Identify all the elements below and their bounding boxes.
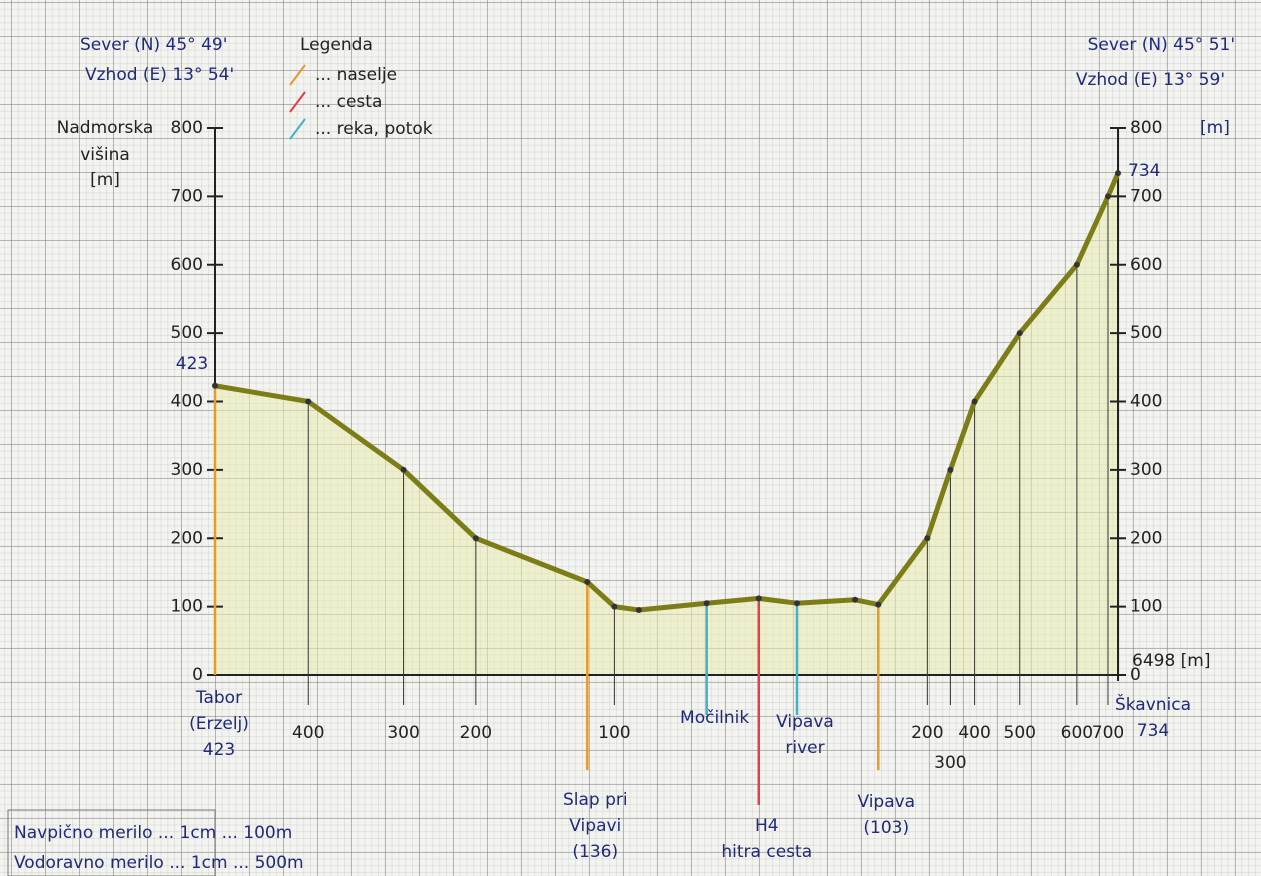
contour-label: 200	[460, 723, 492, 743]
profile-point	[1073, 261, 1080, 268]
profile-point	[924, 535, 931, 542]
place-label: Vipavi	[569, 816, 621, 836]
profile-point	[584, 579, 591, 586]
profile-point	[852, 596, 859, 603]
start-value: 423	[176, 354, 208, 374]
y2-tick-label: 800	[1130, 118, 1162, 138]
coord-start-e: Vzhod (E) 13° 54'	[85, 65, 234, 85]
y-tick-label: 100	[171, 597, 203, 617]
legend-title: Legenda	[300, 35, 373, 55]
y-label: Nadmorska	[57, 118, 154, 138]
coord-end-e: Vzhod (E) 13° 59'	[1076, 70, 1225, 90]
profile-point	[755, 595, 762, 602]
y2-unit: [m]	[1200, 118, 1230, 138]
place-label: (136)	[572, 842, 618, 862]
place-label: (Erzelj)	[189, 714, 249, 734]
profile-point	[212, 382, 218, 389]
contour-label: 200	[911, 723, 943, 743]
y-tick-label: 400	[171, 392, 203, 412]
y2-tick-label: 600	[1130, 255, 1162, 275]
coord-start-n: Sever (N) 45° 49'	[80, 35, 227, 55]
legend-label: ... reka, potok	[315, 119, 433, 139]
y2-tick-label: 0	[1130, 665, 1141, 685]
contour-label: 500	[1004, 723, 1036, 743]
scale-h: Vodoravno merilo ... 1cm ... 500m	[14, 853, 304, 873]
end-value: 734	[1128, 161, 1160, 181]
coord-end-n: Sever (N) 45° 51'	[1088, 35, 1235, 55]
place-label: 423	[203, 740, 235, 760]
profile-point	[971, 398, 978, 405]
contour-label: 300	[934, 753, 966, 773]
contour-label: 100	[598, 723, 630, 743]
profile-point	[793, 600, 800, 607]
profile-point	[1115, 170, 1121, 177]
y2-tick-label: 200	[1130, 528, 1162, 548]
y-label: višina	[80, 145, 130, 165]
place-label: Škavnica	[1115, 693, 1191, 715]
y-label: [m]	[90, 170, 120, 190]
place-label: Slap pri	[563, 790, 628, 810]
legend-swatch	[289, 91, 306, 113]
place-label: H4	[755, 816, 779, 836]
y2-tick-label: 500	[1130, 323, 1162, 343]
scale-box	[7, 809, 216, 876]
y2-tick-label: 400	[1130, 392, 1162, 412]
legend-swatch	[289, 64, 306, 86]
y2-tick-label: 700	[1130, 186, 1162, 206]
profile-point	[635, 607, 642, 614]
profile-point	[1016, 330, 1023, 337]
place-label: Vipava	[776, 712, 834, 732]
profile-point	[1104, 193, 1111, 200]
y-tick-label: 600	[171, 255, 203, 275]
profile-point	[875, 601, 882, 608]
profile-point	[472, 535, 479, 542]
profile-fill	[215, 173, 1118, 675]
y-tick-label: 0	[192, 665, 203, 685]
legend-swatch	[289, 118, 306, 140]
legend-label: ... naselje	[315, 65, 397, 85]
contour-label: 600	[1061, 723, 1093, 743]
place-label: (103)	[863, 818, 909, 838]
contour-label: 400	[958, 723, 990, 743]
legend-label: ... cesta	[315, 92, 382, 112]
x-tick-label: 6498 [m]	[1132, 651, 1211, 671]
scale-v: Navpično merilo ... 1cm ... 100m	[14, 823, 292, 843]
profile-point	[305, 398, 312, 405]
place-label: Močilnik	[680, 708, 749, 728]
contour-label: 400	[292, 723, 324, 743]
contour-label: 700	[1092, 723, 1124, 743]
profile-point	[703, 600, 710, 607]
y-tick-label: 300	[171, 460, 203, 480]
place-label: hitra cesta	[721, 842, 812, 862]
y2-tick-label: 100	[1130, 597, 1162, 617]
coords: Sever (N) 45° 49' Vzhod (E) 13° 54' Seve…	[80, 35, 1235, 90]
place-label: river	[785, 738, 824, 758]
profile-point	[400, 466, 407, 473]
place-label: 734	[1137, 721, 1169, 741]
y-tick-label: 500	[171, 323, 203, 343]
profile-point	[947, 466, 954, 473]
place-label: Tabor	[195, 688, 242, 708]
profile-point	[611, 603, 618, 610]
place-label: Vipava	[857, 792, 915, 812]
contour-label: 300	[387, 723, 419, 743]
y2-tick-label: 300	[1130, 460, 1162, 480]
y-tick-label: 700	[171, 186, 203, 206]
y-tick-label: 800	[171, 118, 203, 138]
y-tick-label: 200	[171, 528, 203, 548]
